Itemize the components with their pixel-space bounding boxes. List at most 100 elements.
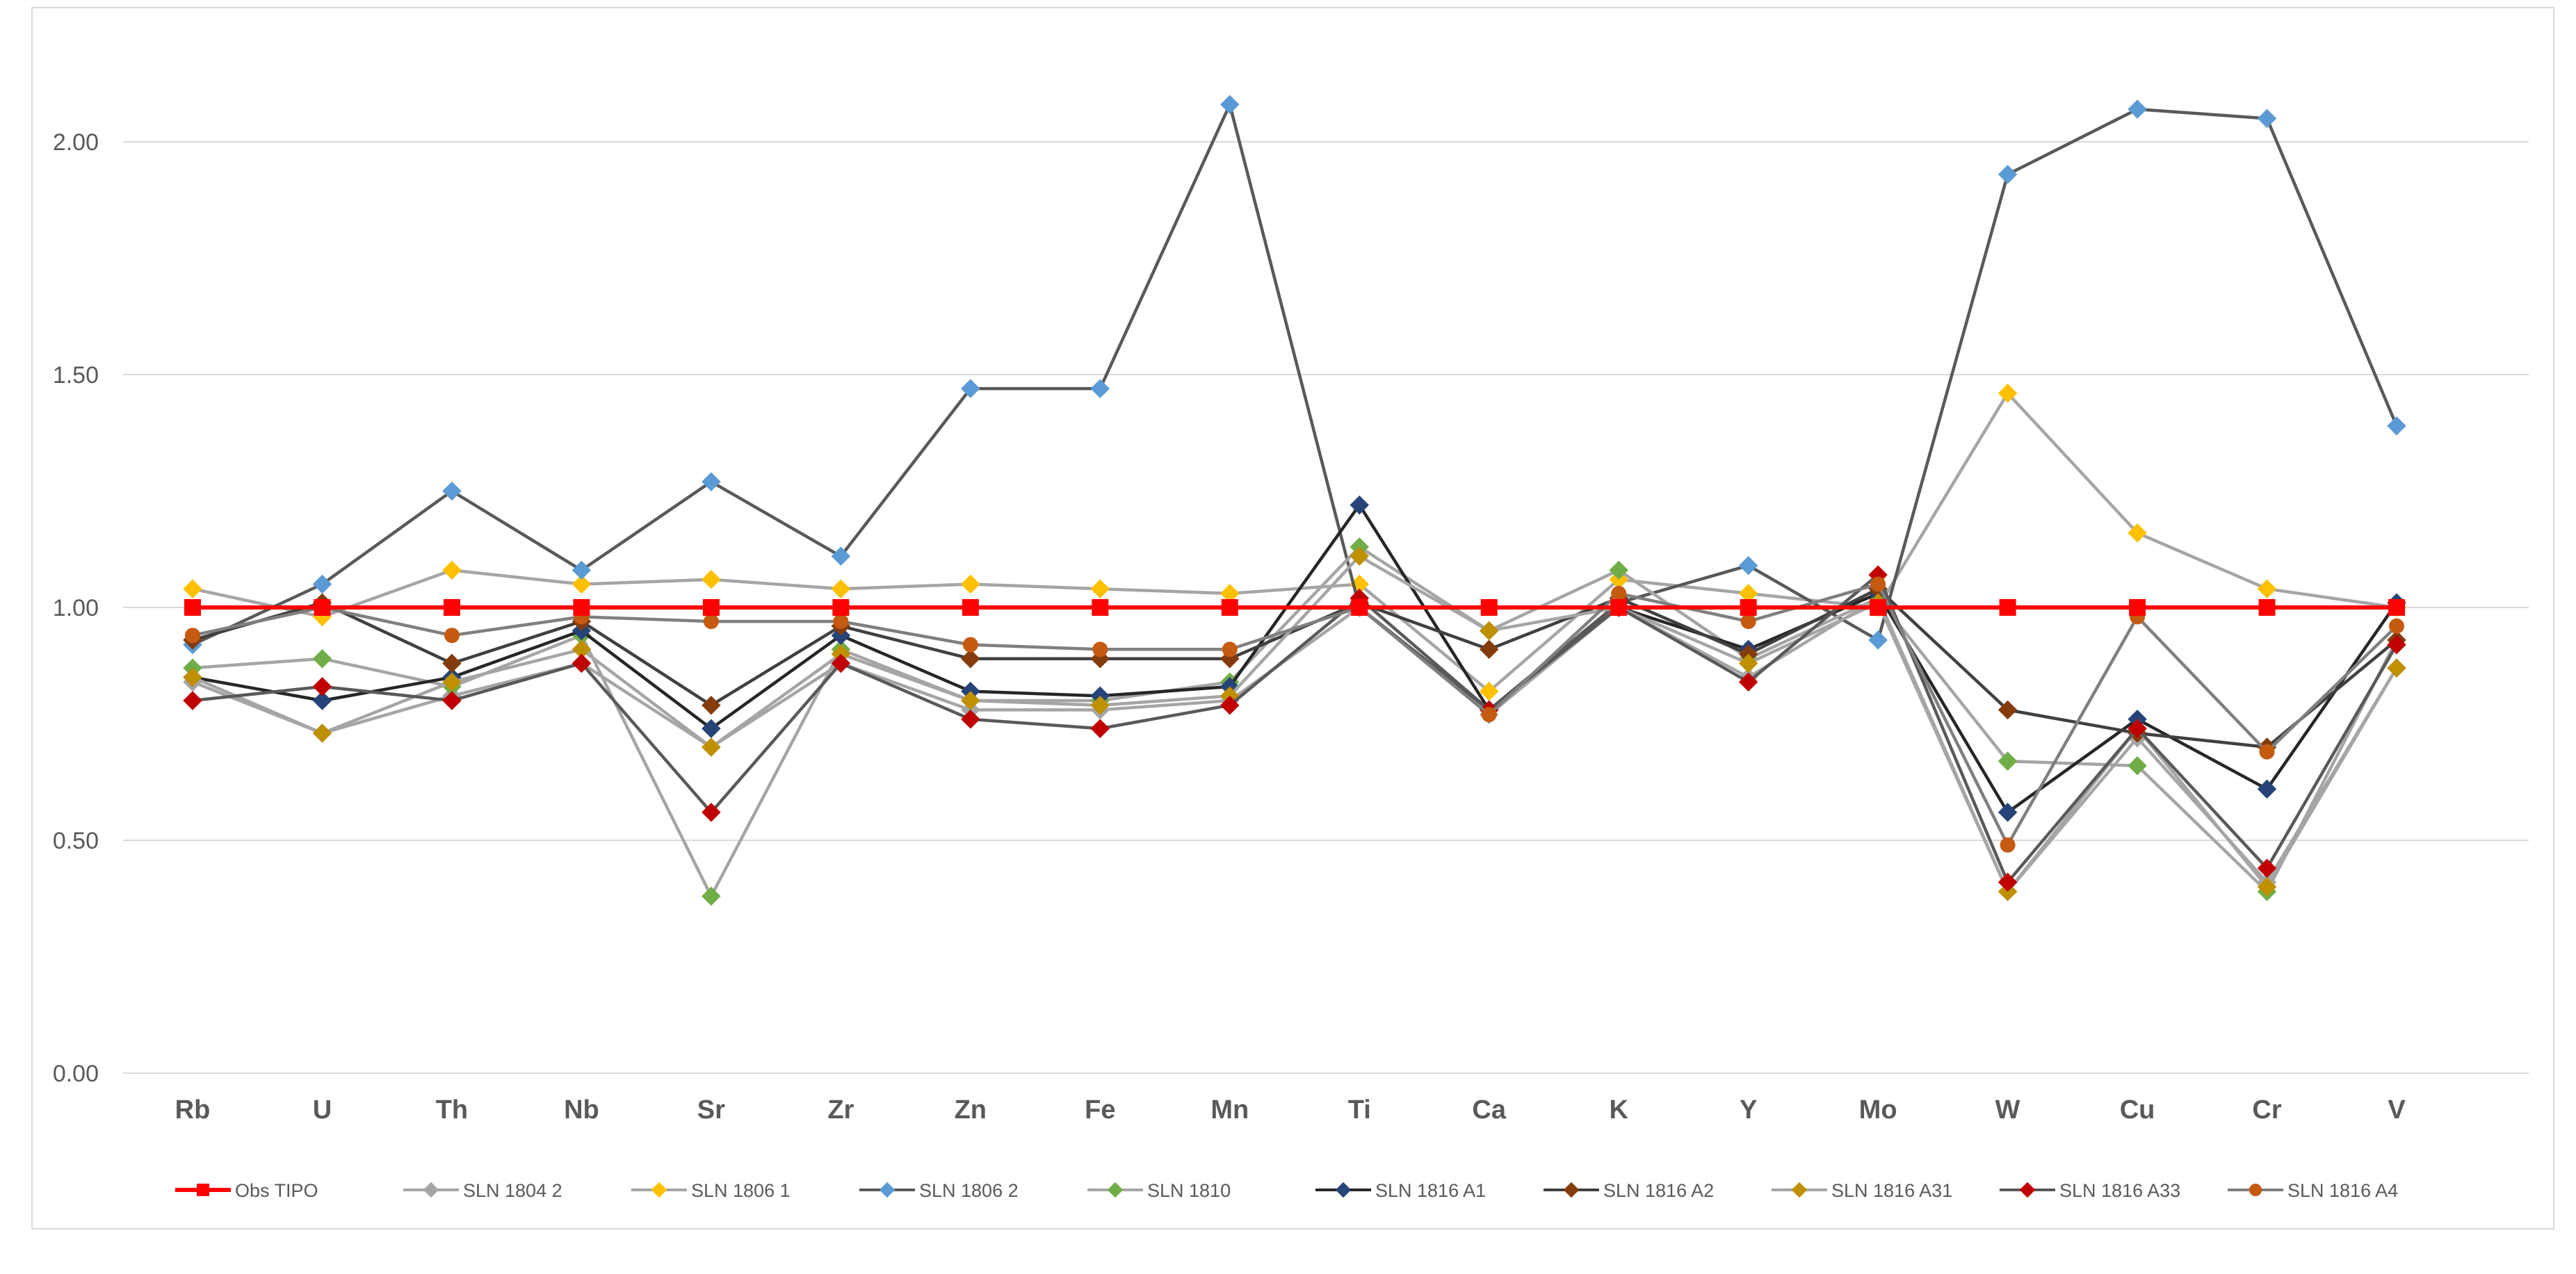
point-sln-1816-a31-y xyxy=(1738,653,1758,673)
point-sln-1816-a33-cu xyxy=(2128,719,2147,738)
point-sln-1806-2-zn xyxy=(961,379,980,398)
point-sln-1806-1-rb xyxy=(183,579,202,598)
point-sln-1810-cu xyxy=(2128,756,2147,776)
point-sln-1806-1-y xyxy=(1738,584,1758,603)
point-sln-1816-a2-w xyxy=(1998,700,2018,720)
series-sln-1804-2 xyxy=(183,588,2406,901)
y-tick-label: 1.50 xyxy=(53,362,99,389)
legend-label-sln-1816-a4: SLN 1816 A4 xyxy=(2287,1180,2398,1201)
point-sln-1816-a4-fe xyxy=(1092,642,1108,658)
point-sln-1806-1-th xyxy=(442,560,462,580)
point-sln-1810-k xyxy=(1609,560,1628,580)
point-sln-1816-a2-th xyxy=(442,653,462,673)
series-line-sln-1816-a2 xyxy=(192,587,2398,749)
legend-label-sln-1804-2: SLN 1804 2 xyxy=(463,1180,562,1201)
point-sln-1806-1-fe xyxy=(1090,579,1110,598)
legend-marker-sln-1816-a4 xyxy=(2249,1184,2262,1196)
x-tick-label-nb: Nb xyxy=(564,1095,599,1125)
legend-marker-sln-1816-a31 xyxy=(1791,1182,1808,1198)
x-tick-label-mn: Mn xyxy=(1210,1095,1249,1125)
series-line-sln-1816-a1 xyxy=(192,503,2398,815)
legend-label-sln-1816-a2: SLN 1816 A2 xyxy=(1603,1180,1714,1201)
x-tick-label-th: Th xyxy=(436,1095,468,1125)
point-sln-1816-a4-th xyxy=(444,628,460,644)
point-sln-1806-1-zn xyxy=(961,574,980,594)
point-obs-tipo-ca xyxy=(1480,599,1498,616)
x-tick-label-w: W xyxy=(1995,1095,2020,1125)
legend-item-sln-1806-1: SLN 1806 1 xyxy=(631,1180,791,1201)
legend-label-obs-tipo: Obs TIPO xyxy=(235,1180,318,1201)
point-sln-1816-a33-zr xyxy=(831,653,851,673)
legend-marker-sln-1816-a33 xyxy=(2019,1182,2036,1198)
point-sln-1806-2-u xyxy=(312,574,332,594)
point-sln-1816-a31-zn xyxy=(961,691,980,710)
point-sln-1816-a4-y xyxy=(1740,614,1756,630)
point-sln-1816-a33-u xyxy=(312,677,332,696)
point-sln-1816-a1-cr xyxy=(2257,779,2277,799)
series-group xyxy=(183,95,2406,906)
legend-label-sln-1806-2: SLN 1806 2 xyxy=(919,1180,1019,1201)
point-sln-1816-a2-zn xyxy=(961,648,980,669)
point-obs-tipo-cr xyxy=(2258,599,2276,616)
point-sln-1806-2-mn xyxy=(1220,95,1240,115)
x-tick-label-mo: Mo xyxy=(1859,1095,1897,1125)
point-sln-1806-2-fe xyxy=(1090,379,1110,398)
series-line-sln-1806-2 xyxy=(192,103,2399,712)
point-sln-1806-2-sr xyxy=(702,472,721,491)
x-tick-label-fe: Fe xyxy=(1085,1095,1115,1125)
point-sln-1816-a31-cr xyxy=(2257,877,2277,897)
point-sln-1806-2-y xyxy=(1738,555,1758,575)
point-sln-1806-1-ca xyxy=(1479,681,1499,701)
x-tick-label-y: Y xyxy=(1740,1095,1757,1125)
y-tick-label: 0.50 xyxy=(53,828,99,854)
point-obs-tipo-mn xyxy=(1221,599,1238,616)
point-sln-1810-sr xyxy=(702,886,721,906)
point-sln-1810-u xyxy=(312,648,332,669)
point-sln-1816-a4-w xyxy=(2000,837,2016,853)
point-sln-1816-a33-fe xyxy=(1090,719,1110,738)
point-sln-1816-a2-ca xyxy=(1479,639,1499,660)
point-sln-1806-2-zr xyxy=(831,546,851,566)
y-axis-ticks: 0.00 0.50 1.00 1.50 2.00 xyxy=(53,129,99,1087)
point-sln-1806-1-w xyxy=(1998,384,2018,403)
point-sln-1816-a33-zn xyxy=(961,710,980,729)
y-tick-label: 1.00 xyxy=(53,595,99,621)
point-obs-tipo-u xyxy=(314,599,331,616)
point-obs-tipo-k xyxy=(1610,599,1628,616)
point-sln-1816-a4-rb xyxy=(185,628,200,644)
point-sln-1816-a31-sr xyxy=(702,737,721,757)
point-sln-1816-a4-cr xyxy=(2259,744,2275,760)
y-tick-label: 2.00 xyxy=(53,129,99,156)
point-sln-1816-a1-sr xyxy=(702,719,721,738)
point-sln-1816-a31-u xyxy=(312,724,332,743)
point-sln-1816-a31-fe xyxy=(1090,695,1110,715)
legend-marker-sln-1806-1 xyxy=(651,1182,667,1198)
point-sln-1816-a31-ca xyxy=(1479,621,1499,641)
point-sln-1806-2-w xyxy=(1998,165,2018,184)
legend-marker-sln-1806-2 xyxy=(879,1182,896,1198)
legend-marker-sln-1816-a1 xyxy=(1335,1182,1352,1198)
series-line-sln-1816-a4 xyxy=(192,582,2398,847)
legend-item-sln-1816-a33: SLN 1816 A33 xyxy=(2000,1180,2180,1201)
point-sln-1806-2-v xyxy=(2387,416,2406,436)
series-sln-1816-a33 xyxy=(183,565,2406,892)
point-sln-1816-a33-w xyxy=(1998,872,2018,892)
point-sln-1816-a4-k xyxy=(1611,585,1627,601)
point-obs-tipo-nb xyxy=(573,599,590,616)
point-sln-1816-a31-th xyxy=(442,672,462,692)
point-obs-tipo-zn xyxy=(962,599,979,616)
x-tick-label-zn: Zn xyxy=(955,1095,987,1125)
point-obs-tipo-th xyxy=(443,599,460,616)
point-obs-tipo-rb xyxy=(184,599,201,616)
x-tick-label-sr: Sr xyxy=(697,1095,725,1125)
point-sln-1806-1-nb xyxy=(572,574,592,594)
point-sln-1806-1-cu xyxy=(2128,523,2147,543)
legend-marker-sln-1816-a2 xyxy=(1563,1182,1580,1198)
series-line-sln-1816-a31 xyxy=(192,555,2398,893)
legend-item-obs-tipo: Obs TIPO xyxy=(175,1180,318,1201)
x-tick-label-ti: Ti xyxy=(1348,1095,1371,1125)
point-sln-1816-a33-y xyxy=(1738,672,1758,692)
series-obs-tipo xyxy=(184,599,2405,616)
point-sln-1816-a4-ca xyxy=(1481,707,1497,723)
point-obs-tipo-fe xyxy=(1092,599,1109,616)
